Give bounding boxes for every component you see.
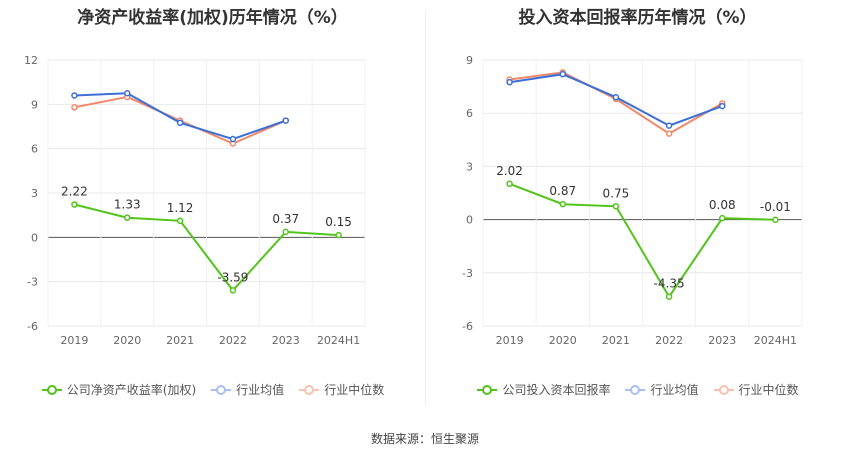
data-label: 0.37 xyxy=(272,212,299,226)
avg-data-point xyxy=(665,122,673,129)
legend-avg-marker-icon xyxy=(211,384,232,395)
legend-company-label: 公司净资产收益率(加权) xyxy=(66,383,197,397)
company-data-point xyxy=(665,293,673,300)
x-tick-label: 2021 xyxy=(602,334,630,347)
data-label: -0.01 xyxy=(760,200,791,214)
roe-chart-title: 净资产收益率(加权)历年情况（%） xyxy=(77,8,348,28)
data-label: 0.75 xyxy=(603,186,630,200)
x-tick-label: 2023 xyxy=(708,334,736,347)
x-tick-label: 2019 xyxy=(60,334,88,347)
legend-avg-marker-icon xyxy=(625,384,646,395)
company-data-point xyxy=(176,217,184,225)
legend-item-company[interactable]: 公司净资产收益率(加权) xyxy=(41,381,196,398)
roic-chart: -6 -3 0 3 6 9 2019 2020 2021 2022 2023 2024H1 2.02 0.… xyxy=(462,54,803,347)
legend-company-label: 公司投入资本回报率 xyxy=(502,383,611,397)
company-data-point xyxy=(506,180,513,188)
y-tick-label: 9 xyxy=(31,98,38,111)
legend-item-avg[interactable]: 行业均值 xyxy=(624,381,699,398)
company-data-point xyxy=(282,228,289,236)
data-label: 1.12 xyxy=(167,201,194,215)
y-tick-label: 0 xyxy=(466,214,473,227)
avg-data-point xyxy=(176,119,184,127)
data-label: 0.87 xyxy=(549,184,576,198)
y-tick-label: -3 xyxy=(27,276,38,289)
legend-company-marker-icon xyxy=(477,384,498,395)
roe-chart-panel: 净资产收益率(加权)历年情况（%） -6 -3 0 3 6 9 12 2019 2020 2021… xyxy=(0,0,425,410)
legend-item-median[interactable]: 行业中位数 xyxy=(713,381,799,398)
company-data-point xyxy=(559,200,566,208)
roic-chart-title: 投入资本回报率历年情况（%） xyxy=(518,8,757,28)
legend-avg-label: 行业均值 xyxy=(236,383,285,397)
y-tick-label: 6 xyxy=(31,143,38,156)
x-tick-label: 2023 xyxy=(272,334,300,347)
y-tick-label: 3 xyxy=(31,187,38,200)
roe-chart: -6 -3 0 3 6 9 12 2019 2020 2021 2022 2023 2024H1 2.22… xyxy=(24,54,366,347)
y-tick-label: 3 xyxy=(466,160,473,173)
median-data-point xyxy=(665,130,673,137)
data-label: 1.33 xyxy=(114,198,141,212)
roic-chart-panel: 投入资本回报率历年情况（%） -6 -3 0 3 6 9 2019 2020 2021 2022 2… xyxy=(425,0,850,410)
company-data-point xyxy=(229,287,237,294)
x-tick-label: 2022 xyxy=(219,334,247,347)
legend-item-avg[interactable]: 行业均值 xyxy=(210,381,284,398)
company-series-line xyxy=(74,203,339,292)
y-tick-label: 9 xyxy=(466,54,473,67)
data-label: -3.59 xyxy=(217,270,248,284)
company-data-point xyxy=(124,214,131,221)
y-tick-label: 0 xyxy=(31,231,38,244)
legend-median-marker-icon xyxy=(299,384,320,395)
y-tick-label: 12 xyxy=(24,54,38,67)
avg-data-point xyxy=(71,92,78,99)
avg-data-point xyxy=(719,102,726,110)
avg-data-point xyxy=(124,90,131,97)
avg-data-point xyxy=(282,117,289,124)
avg-data-point xyxy=(506,78,513,86)
data-source: 数据来源：恒生聚源 xyxy=(370,432,479,446)
median-series-line xyxy=(509,71,723,135)
company-data-point xyxy=(719,214,726,222)
avg-data-point xyxy=(559,70,566,78)
legend-company-marker-icon xyxy=(41,384,62,395)
x-tick-label: 2021 xyxy=(166,334,194,347)
company-data-point xyxy=(772,216,779,224)
x-tick-label: 2024H1 xyxy=(317,334,360,347)
roe-legend: 公司净资产收益率(加权) 行业均值 行业中位数 xyxy=(0,381,425,398)
company-series-line xyxy=(509,182,776,299)
x-tick-label: 2020 xyxy=(549,334,577,347)
legend-median-marker-icon xyxy=(713,384,734,395)
y-tick-label: -6 xyxy=(27,320,38,333)
avg-data-point xyxy=(612,93,620,101)
avg-data-point xyxy=(229,135,237,143)
x-tick-label: 2022 xyxy=(655,334,683,347)
legend-item-median[interactable]: 行业中位数 xyxy=(298,381,384,398)
data-label: 0.08 xyxy=(709,198,736,212)
x-tick-label: 2024H1 xyxy=(754,334,797,347)
panel-divider xyxy=(425,10,426,405)
y-tick-label: 6 xyxy=(466,107,473,120)
y-tick-label: -3 xyxy=(462,267,473,280)
legend-avg-label: 行业均值 xyxy=(650,383,699,397)
data-label: 2.02 xyxy=(496,164,523,178)
x-tick-label: 2019 xyxy=(496,334,524,347)
company-data-point xyxy=(335,231,342,239)
legend-median-label: 行业中位数 xyxy=(738,383,799,397)
legend-median-label: 行业中位数 xyxy=(324,383,385,397)
company-data-point xyxy=(612,203,620,210)
median-data-point xyxy=(71,104,78,111)
legend-item-company[interactable]: 公司投入资本回报率 xyxy=(476,381,610,398)
roic-legend: 公司投入资本回报率 行业均值 行业中位数 xyxy=(425,381,850,398)
y-tick-label: -6 xyxy=(462,320,473,333)
company-data-point xyxy=(71,201,78,208)
data-label: 0.15 xyxy=(325,215,352,229)
data-label: 2.22 xyxy=(61,185,88,199)
data-label: -4.35 xyxy=(654,277,685,291)
x-tick-label: 2020 xyxy=(113,334,141,347)
